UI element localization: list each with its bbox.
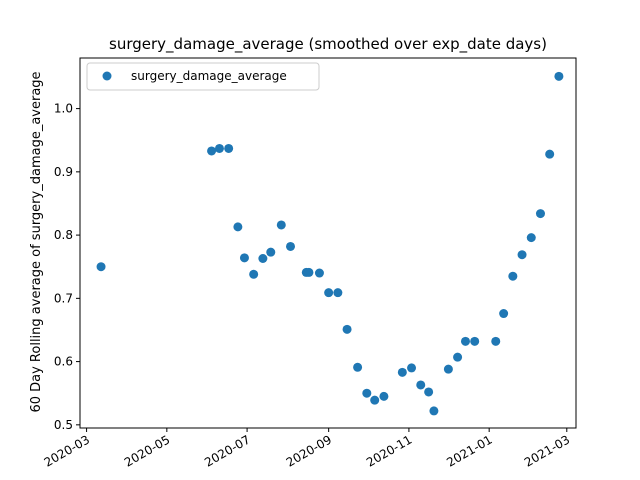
data-point: [233, 222, 243, 232]
tick-layer: [76, 108, 568, 432]
data-point: [429, 406, 439, 416]
y-tick-label: 0.7: [54, 291, 73, 305]
data-point: [342, 324, 352, 334]
data-point: [424, 387, 434, 397]
y-axis-title: 60 Day Rolling average of surgery_damage…: [29, 71, 44, 412]
y-tick-label: 0.6: [54, 355, 73, 369]
data-point: [362, 388, 372, 398]
plot-frame: [79, 57, 577, 429]
data-point: [535, 209, 545, 219]
data-point: [508, 271, 518, 281]
data-point: [276, 220, 286, 230]
data-point: [207, 146, 217, 156]
data-point: [239, 253, 249, 263]
data-point: [266, 247, 276, 257]
y-tick-label: 0.5: [54, 418, 73, 432]
data-point: [453, 352, 463, 362]
data-point: [224, 143, 234, 153]
data-point: [286, 241, 296, 251]
data-point: [499, 309, 509, 319]
data-point: [554, 71, 564, 81]
data-point: [517, 250, 527, 260]
legend-marker: [102, 71, 112, 81]
data-point: [416, 380, 426, 390]
data-point: [324, 288, 334, 298]
data-point: [214, 143, 224, 153]
data-point: [333, 288, 343, 298]
data-point: [353, 362, 363, 372]
data-point: [379, 391, 389, 401]
data-point: [526, 233, 536, 243]
data-point: [397, 367, 407, 377]
data-point: [443, 364, 453, 374]
legend-box: [86, 62, 320, 91]
chart-title: surgery_damage_average (smoothed over ex…: [109, 35, 547, 54]
data-point: [470, 336, 480, 346]
data-point: [545, 149, 555, 159]
y-tick-label: 0.8: [54, 228, 73, 242]
data-point: [258, 253, 268, 263]
data-point: [370, 395, 380, 405]
data-point: [491, 336, 501, 346]
data-point: [314, 268, 324, 278]
legend: surgery_damage_average: [86, 62, 320, 91]
data-point: [407, 363, 417, 373]
y-tick-label: 0.9: [54, 165, 73, 179]
data-point: [96, 262, 106, 272]
data-points: [96, 71, 564, 416]
data-point: [304, 267, 314, 277]
legend-label: surgery_damage_average: [131, 69, 287, 83]
data-point: [249, 269, 259, 279]
data-point: [460, 336, 470, 346]
y-tick-label: 1.0: [54, 102, 73, 116]
